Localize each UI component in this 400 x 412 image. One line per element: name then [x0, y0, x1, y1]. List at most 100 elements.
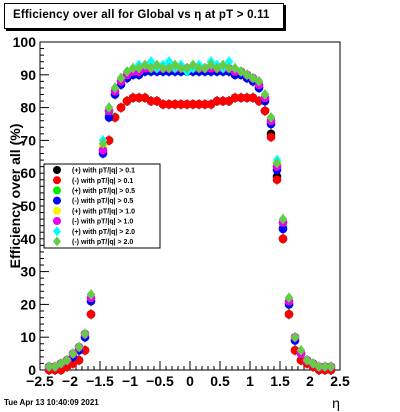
data-point: [170, 100, 180, 109]
legend: (+) with pT/|q| > 0.1 (-) with pT/|q| > 0…: [43, 163, 161, 249]
legend-marker: [53, 206, 61, 215]
data-point: [320, 361, 330, 373]
data-point: [110, 82, 120, 94]
data-point: [140, 59, 150, 71]
data-point: [242, 93, 252, 103]
legend-marker: [53, 166, 61, 174]
data-point: [62, 354, 72, 366]
data-point: [230, 62, 240, 74]
data-point: [200, 62, 210, 74]
x-tick-label: −2: [62, 373, 78, 389]
data-point: [194, 100, 204, 109]
data-point: [212, 62, 222, 74]
x-tick-label: 0.5: [210, 373, 230, 389]
legend-label: (-) with pT/|q| > 0.1: [72, 178, 133, 185]
legend-marker: [53, 236, 61, 247]
data-point: [242, 69, 252, 81]
legend-marker: [53, 226, 61, 237]
legend-label: (+) with pT/|q| > 0.1: [72, 168, 135, 175]
data-point: [50, 361, 60, 373]
data-point: [122, 66, 132, 77]
timestamp: Tue Apr 13 10:40:09 2021: [4, 398, 99, 407]
data-point: [236, 93, 246, 103]
data-point: [116, 103, 126, 112]
data-point: [230, 93, 240, 103]
data-point: [176, 100, 186, 109]
x-axis-label: η: [332, 395, 340, 411]
x-tick-label: −1.5: [86, 373, 114, 389]
x-tick-label: −0.5: [146, 373, 174, 389]
data-point: [260, 89, 270, 100]
data-point: [44, 361, 54, 373]
data-point: [218, 59, 228, 71]
x-tick-label: 1: [246, 373, 254, 389]
legend-label: (-) with pT/|q| > 2.0: [72, 239, 133, 246]
legend-marker: [53, 196, 61, 205]
data-point: [284, 292, 294, 304]
legend-marker: [53, 176, 61, 185]
data-point: [170, 59, 180, 71]
x-tick-label: −1: [122, 373, 138, 389]
data-point: [302, 354, 312, 366]
y-tick-label: 50: [20, 198, 36, 214]
data-point: [272, 158, 282, 169]
data-point: [86, 309, 96, 319]
data-point: [104, 136, 114, 145]
data-point: [176, 62, 186, 74]
data-point: [278, 234, 288, 244]
legend-label: (-) with pT/|q| > 1.0: [72, 219, 133, 226]
data-point: [254, 76, 264, 87]
title-box: Efficiency over all for Global vs η at p…: [4, 3, 284, 29]
data-point: [194, 62, 204, 74]
y-tick-label: 70: [20, 132, 36, 148]
data-point: [134, 62, 144, 74]
y-tick-label: 100: [13, 34, 37, 50]
y-tick-label: 20: [20, 296, 36, 312]
legend-box: [43, 163, 161, 249]
y-tick-label: 80: [20, 100, 36, 116]
data-point: [278, 213, 288, 225]
data-point: [98, 145, 108, 155]
y-tick-label: 30: [20, 264, 36, 280]
data-point: [116, 72, 126, 84]
legend-label: (+) with pT/|q| > 2.0: [72, 229, 135, 236]
data-point: [98, 138, 108, 149]
x-tick-label: −2.5: [26, 373, 54, 389]
data-point: [146, 96, 156, 106]
data-point: [188, 100, 198, 109]
y-axis-label: Efficiency over all (%): [7, 124, 23, 269]
data-point: [152, 59, 162, 71]
data-point: [224, 56, 234, 67]
y-tick-label: 40: [20, 231, 36, 247]
data-point: [296, 345, 306, 356]
data-point: [278, 224, 288, 234]
data-point: [164, 62, 174, 74]
y-tick-label: 10: [20, 329, 36, 345]
chart-title: Efficiency over all for Global vs η at p…: [13, 9, 270, 21]
data-point: [56, 358, 66, 369]
data-point: [68, 348, 78, 359]
data-point: [134, 93, 144, 103]
data-point: [158, 62, 168, 74]
data-point: [224, 62, 234, 74]
data-point: [86, 289, 96, 300]
data-point: [164, 100, 174, 109]
data-point: [74, 341, 84, 353]
data-point: [164, 56, 174, 67]
data-point: [248, 72, 258, 84]
data-series: [44, 59, 336, 373]
data-point: [272, 175, 282, 185]
data-point: [188, 59, 198, 71]
legend-marker: [53, 186, 61, 195]
data-point: [158, 100, 168, 109]
data-point: [284, 309, 294, 319]
data-point: [80, 328, 90, 340]
data-point: [236, 66, 246, 77]
data-point: [290, 331, 300, 343]
y-tick-label: 0: [28, 362, 36, 378]
y-tick-label: 60: [20, 165, 36, 181]
data-point: [218, 96, 228, 106]
data-point: [128, 62, 138, 74]
x-tick-label: 0: [186, 373, 194, 389]
